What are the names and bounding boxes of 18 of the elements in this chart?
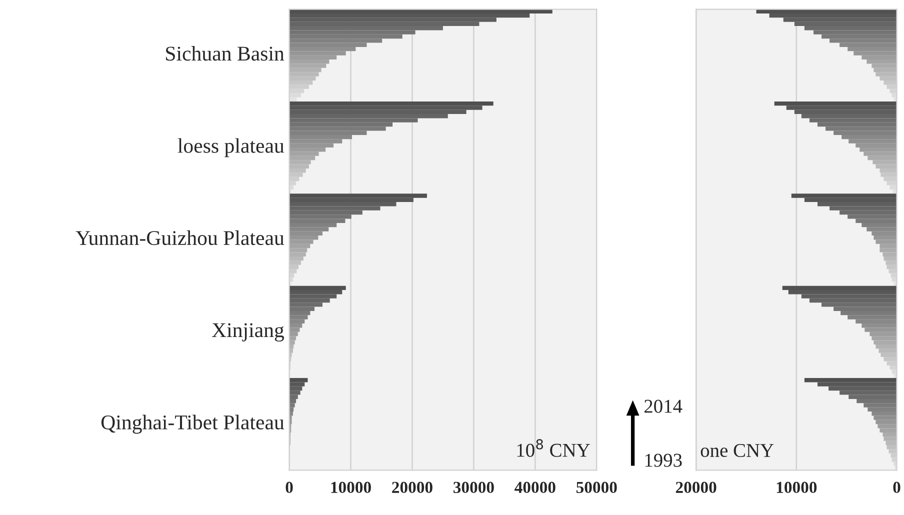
x-tick-label: 10000	[331, 482, 371, 494]
y-tick-label: loess plateau	[178, 138, 284, 158]
y-tick-label: Qinghai-Tibet Plateau	[101, 414, 284, 434]
x-tick-label: 0	[893, 482, 900, 494]
x-tick-label: 50000	[576, 482, 617, 494]
y-tick-label: Xinjiang	[212, 323, 284, 342]
text: 1993	[645, 454, 682, 467]
x-tick-label: 20000	[676, 482, 716, 494]
x-tick-label: 10000	[776, 482, 817, 494]
y-tick-label: Yunnan-Guizhou Plateau	[76, 230, 284, 246]
x-tick-label: 0	[286, 482, 293, 494]
x-tick-label: 30000	[453, 482, 494, 494]
x-tick-label: 20000	[392, 482, 432, 494]
text: 2014	[644, 400, 682, 413]
x-tick-label: 40000	[514, 482, 556, 494]
annotation: one CNY	[700, 444, 774, 458]
y-tick-label: Sichuan Basin	[166, 46, 284, 61]
annotation: 10$^{8}$ CNY	[517, 439, 590, 457]
